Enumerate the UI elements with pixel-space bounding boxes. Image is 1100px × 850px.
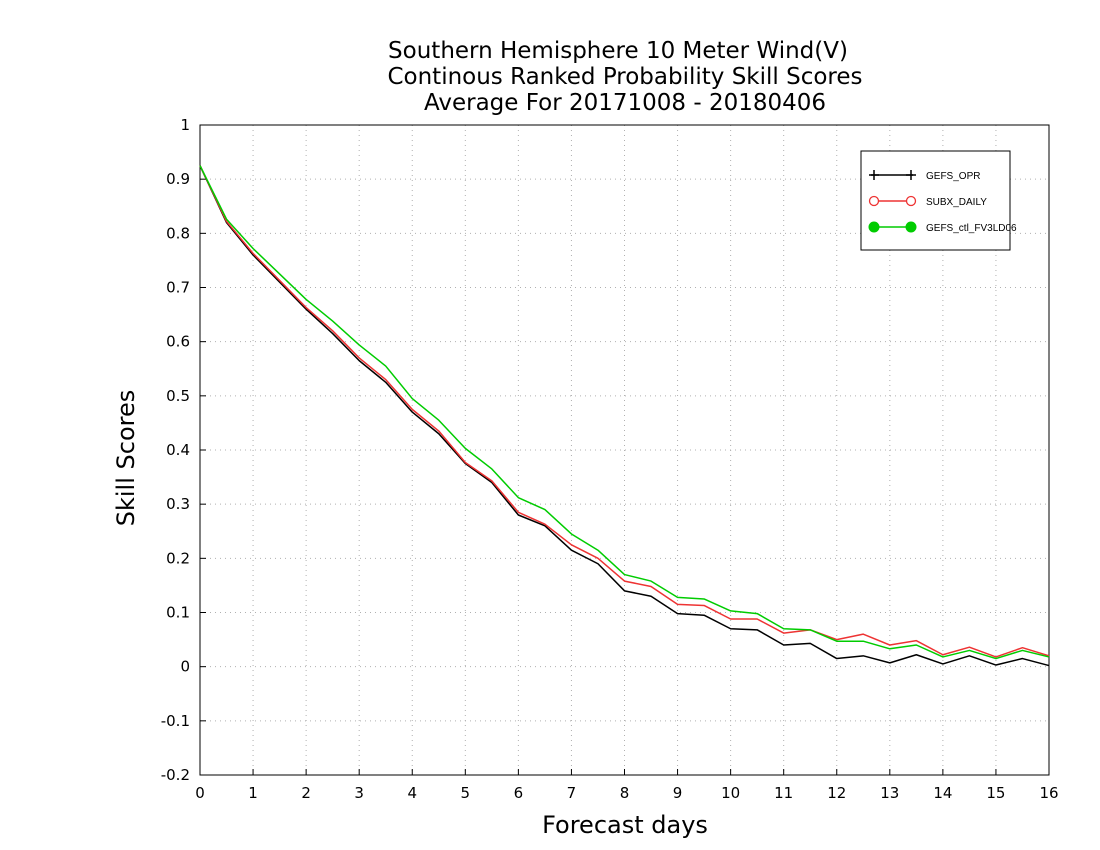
legend-item: GEFS_OPR: [869, 170, 980, 182]
grid-lines: [200, 125, 1049, 775]
legend-marker-open-circle: [905, 195, 917, 207]
legend-label: GEFS_OPR: [926, 171, 980, 182]
y-tick-label: 0.2: [166, 549, 190, 567]
chart-title-line-3: Average For 20171008 - 20180406: [424, 90, 826, 116]
y-tick-label: 0.5: [166, 387, 190, 405]
axis-ticks: 0 1 2 3 4 5 6 7 8 9 10 11 12 13 14 15 16-0.2-0.100.10.20…: [161, 116, 1059, 802]
x-tick-label: 1: [248, 784, 258, 802]
x-tick-label: 14: [933, 784, 952, 802]
y-tick-label: 0.1: [166, 604, 190, 622]
legend: GEFS_OPR SUBX_DAILY GEFS_ctl_FV3LD06: [860, 150, 1017, 251]
series-line-subx-daily: [199, 165, 1050, 658]
x-tick-label: 12: [827, 784, 846, 802]
legend-item: GEFS_ctl_FV3LD06: [868, 221, 1017, 234]
x-tick-label: 15: [986, 784, 1005, 802]
x-tick-label: 11: [774, 784, 793, 802]
y-tick-label: 0.4: [166, 441, 190, 459]
x-tick-label: 0: [195, 784, 205, 802]
x-tick-label: 2: [301, 784, 311, 802]
legend-label: GEFS_ctl_FV3LD06: [926, 223, 1017, 234]
x-tick-label: 4: [407, 784, 417, 802]
series-line-gefs-opr: [199, 165, 1050, 667]
legend-marker-plus: [906, 170, 916, 180]
legend-label: SUBX_DAILY: [926, 197, 987, 208]
y-axis-label: Skill Scores: [112, 390, 140, 527]
x-tick-label: 5: [461, 784, 471, 802]
y-tick-label: -0.2: [161, 766, 190, 784]
x-tick-label: 6: [514, 784, 524, 802]
y-tick-label: 0.7: [166, 279, 190, 297]
chart-title-line-2: Continous Ranked Probability Skill Score…: [387, 64, 862, 90]
chart-title-line-1: Southern Hemisphere 10 Meter Wind(V): [388, 38, 848, 64]
y-tick-label: 1: [180, 116, 190, 134]
x-tick-label: 7: [567, 784, 577, 802]
y-tick-label: 0.6: [166, 333, 190, 351]
y-tick-label: 0.8: [166, 224, 190, 242]
legend-item: SUBX_DAILY: [868, 195, 987, 208]
series-lines: [199, 165, 1050, 667]
y-tick-label: 0.9: [166, 170, 190, 188]
x-tick-label: 13: [880, 784, 899, 802]
legend-marker-open-circle: [868, 195, 880, 207]
y-tick-label: 0: [180, 658, 190, 676]
series-line-gefs-ctl-fv3ld06: [199, 165, 1050, 660]
legend-marker-filled-circle: [868, 221, 880, 233]
y-tick-label: 0.3: [166, 495, 190, 513]
x-axis-label: Forecast days: [542, 811, 708, 839]
x-tick-label: 3: [354, 784, 364, 802]
y-tick-label: -0.1: [161, 712, 190, 730]
x-tick-label: 9: [673, 784, 683, 802]
x-tick-label: 8: [620, 784, 630, 802]
legend-marker-plus: [869, 170, 879, 180]
legend-marker-filled-circle: [905, 221, 917, 233]
x-tick-label: 10: [721, 784, 740, 802]
x-tick-label: 16: [1039, 784, 1058, 802]
